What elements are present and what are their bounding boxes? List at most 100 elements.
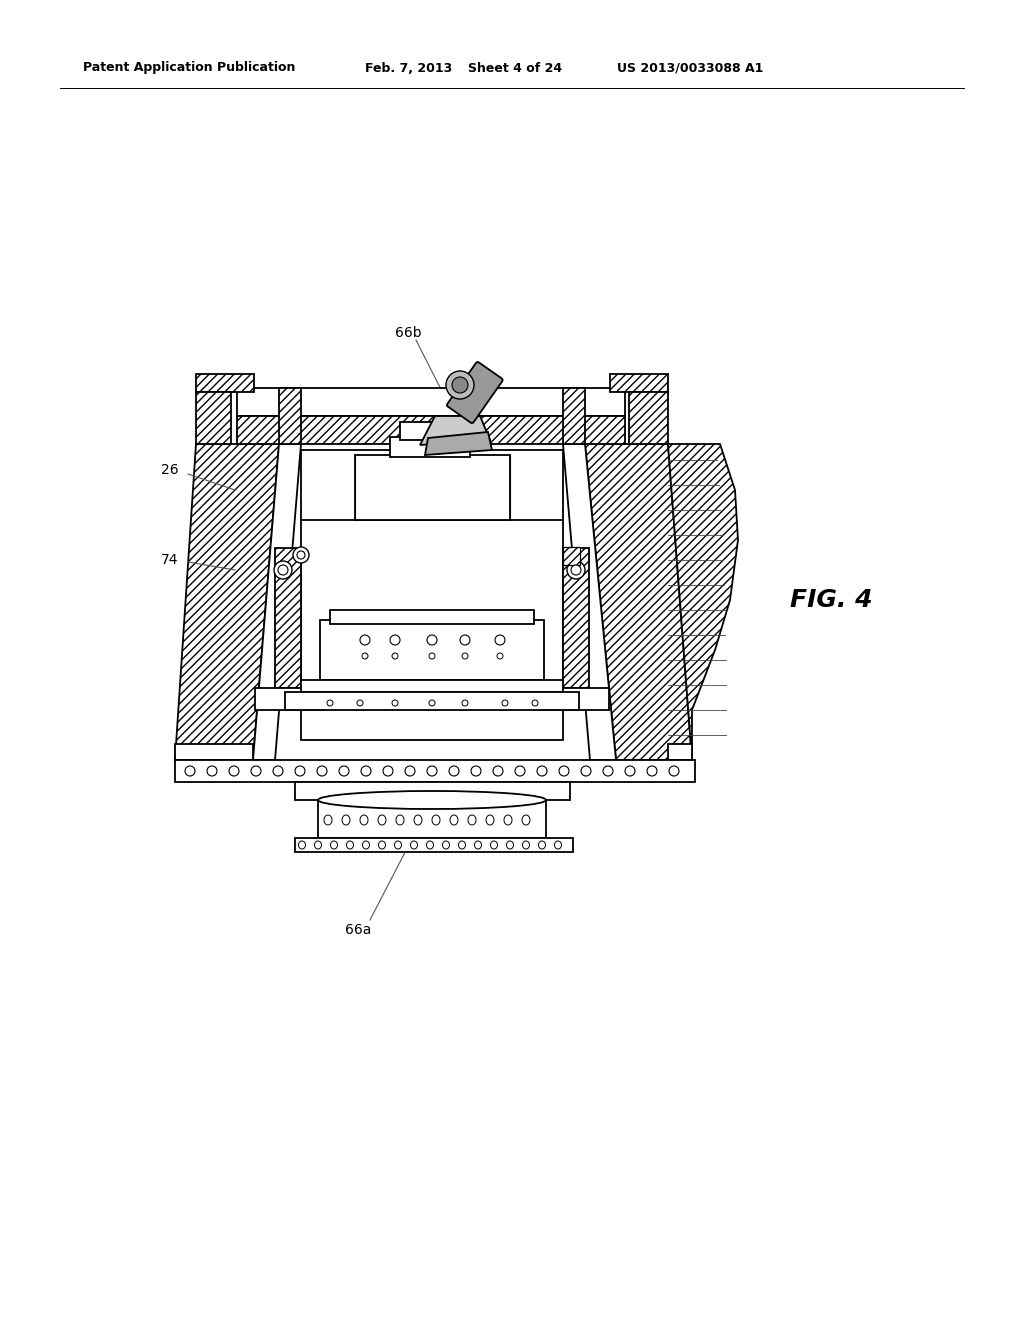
Polygon shape xyxy=(253,444,301,760)
Circle shape xyxy=(327,700,333,706)
Bar xyxy=(175,760,695,781)
Text: 74: 74 xyxy=(161,553,179,568)
Circle shape xyxy=(429,653,435,659)
Circle shape xyxy=(273,766,283,776)
Bar xyxy=(563,548,589,688)
Circle shape xyxy=(515,766,525,776)
Circle shape xyxy=(317,766,327,776)
Circle shape xyxy=(449,766,459,776)
Ellipse shape xyxy=(299,841,305,849)
Text: 66b: 66b xyxy=(394,326,421,341)
Circle shape xyxy=(339,766,349,776)
Circle shape xyxy=(559,766,569,776)
Circle shape xyxy=(669,766,679,776)
Ellipse shape xyxy=(318,791,546,809)
Circle shape xyxy=(502,700,508,706)
Bar xyxy=(301,450,563,741)
Ellipse shape xyxy=(346,841,353,849)
Text: 66a: 66a xyxy=(345,923,371,937)
Circle shape xyxy=(427,766,437,776)
Polygon shape xyxy=(585,444,692,760)
Ellipse shape xyxy=(432,814,440,825)
Bar xyxy=(255,688,323,710)
Polygon shape xyxy=(563,444,616,760)
Bar xyxy=(541,688,609,710)
Ellipse shape xyxy=(486,814,494,825)
Text: Sheet 4 of 24: Sheet 4 of 24 xyxy=(468,62,562,74)
Ellipse shape xyxy=(362,841,370,849)
Text: 26: 26 xyxy=(161,463,179,477)
Bar xyxy=(295,838,573,851)
Circle shape xyxy=(427,635,437,645)
Ellipse shape xyxy=(396,814,404,825)
Ellipse shape xyxy=(324,814,332,825)
Circle shape xyxy=(251,766,261,776)
Polygon shape xyxy=(563,546,580,565)
Polygon shape xyxy=(668,744,692,760)
Bar xyxy=(285,692,579,710)
Ellipse shape xyxy=(450,814,458,825)
Circle shape xyxy=(406,766,415,776)
Circle shape xyxy=(571,565,581,576)
Circle shape xyxy=(462,700,468,706)
Circle shape xyxy=(460,635,470,645)
Bar xyxy=(237,416,625,444)
Circle shape xyxy=(360,635,370,645)
Bar xyxy=(610,374,668,392)
Text: FIG. 4: FIG. 4 xyxy=(790,587,872,612)
Circle shape xyxy=(429,700,435,706)
Circle shape xyxy=(625,766,635,776)
Circle shape xyxy=(297,550,305,558)
Circle shape xyxy=(185,766,195,776)
Text: Patent Application Publication: Patent Application Publication xyxy=(83,62,295,74)
Circle shape xyxy=(495,635,505,645)
Bar xyxy=(563,388,585,444)
Circle shape xyxy=(532,700,538,706)
Ellipse shape xyxy=(314,841,322,849)
Circle shape xyxy=(274,561,292,579)
Ellipse shape xyxy=(331,841,338,849)
Bar xyxy=(390,437,470,457)
Circle shape xyxy=(357,700,362,706)
Bar xyxy=(279,388,301,444)
Polygon shape xyxy=(175,744,253,760)
Ellipse shape xyxy=(394,841,401,849)
Ellipse shape xyxy=(468,814,476,825)
Polygon shape xyxy=(668,444,738,760)
Ellipse shape xyxy=(442,841,450,849)
Circle shape xyxy=(493,766,503,776)
Bar xyxy=(319,800,545,830)
Ellipse shape xyxy=(522,814,530,825)
Ellipse shape xyxy=(504,814,512,825)
Ellipse shape xyxy=(360,814,368,825)
Circle shape xyxy=(390,635,400,645)
Circle shape xyxy=(581,766,591,776)
Circle shape xyxy=(295,766,305,776)
Circle shape xyxy=(603,766,613,776)
Ellipse shape xyxy=(474,841,481,849)
Bar xyxy=(275,548,301,688)
Circle shape xyxy=(229,766,239,776)
Bar xyxy=(237,388,625,416)
Ellipse shape xyxy=(555,841,561,849)
Circle shape xyxy=(278,565,288,576)
Circle shape xyxy=(446,371,474,399)
Ellipse shape xyxy=(507,841,513,849)
Bar xyxy=(301,680,563,692)
Text: US 2013/0033088 A1: US 2013/0033088 A1 xyxy=(617,62,763,74)
Ellipse shape xyxy=(522,841,529,849)
Circle shape xyxy=(392,653,398,659)
Circle shape xyxy=(207,766,217,776)
Bar xyxy=(196,374,254,392)
Circle shape xyxy=(362,653,368,659)
Bar xyxy=(196,392,231,444)
Ellipse shape xyxy=(459,841,466,849)
Circle shape xyxy=(567,561,585,579)
Bar xyxy=(355,455,510,520)
Ellipse shape xyxy=(411,841,418,849)
Ellipse shape xyxy=(379,841,385,849)
Polygon shape xyxy=(425,432,492,455)
Bar xyxy=(295,781,570,800)
Bar xyxy=(330,610,534,624)
Ellipse shape xyxy=(427,841,433,849)
